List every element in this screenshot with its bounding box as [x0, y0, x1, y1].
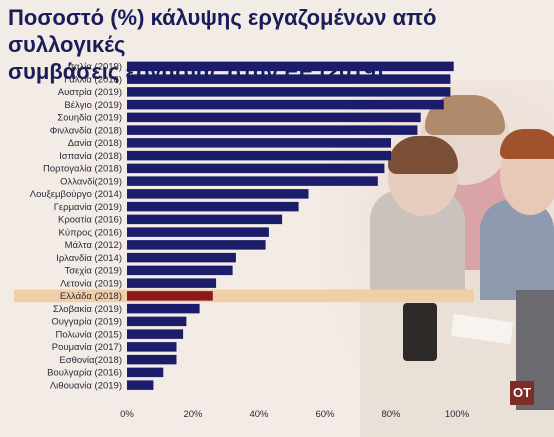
- category-label: Κροατία (2016): [58, 215, 122, 226]
- category-label: Σουηδία (2019): [57, 113, 122, 124]
- category-label: Αυστρία (2019): [58, 87, 122, 98]
- category-label: Σλοβακία (2019): [53, 304, 122, 315]
- bar: [127, 99, 444, 110]
- category-label: Ισπανία (2018): [59, 151, 122, 162]
- category-label: Βουλγαρία (2016): [47, 368, 122, 379]
- category-label: Γαλλία (2018): [64, 74, 122, 85]
- bar: [127, 112, 421, 123]
- category-label: Ρουμανία (2017): [52, 342, 122, 353]
- bar: [127, 214, 283, 225]
- category-label: Τσεχία (2019): [64, 266, 122, 277]
- photo-person-head: [500, 129, 554, 215]
- category-label: Λιθουανία (2019): [50, 380, 122, 391]
- x-tick-label: 20%: [183, 409, 203, 420]
- bar: [127, 176, 378, 186]
- category-label: Πολωνία (2015): [56, 329, 122, 340]
- category-label: Βέλγιο (2019): [64, 100, 122, 111]
- x-tick-label: 60%: [315, 409, 335, 420]
- bar: [127, 291, 213, 301]
- x-tick-label: 0%: [120, 409, 134, 420]
- category-label: Ουγγαρία (2019): [51, 317, 122, 328]
- bar: [127, 265, 233, 276]
- category-label: Ιρλανδία (2014): [56, 253, 122, 264]
- bar: [127, 342, 177, 352]
- bar: [127, 367, 164, 378]
- category-label: Δανία (2018): [68, 138, 122, 149]
- photo-cup: [403, 303, 437, 361]
- bar: [127, 163, 385, 174]
- bar: [127, 380, 154, 390]
- category-label: Γερμανία (2019): [54, 202, 122, 213]
- bar: [127, 240, 266, 250]
- category-label: Εσθονία(2018): [59, 355, 122, 366]
- bar: [127, 61, 454, 72]
- publisher-logo: ΟΤ: [510, 381, 534, 405]
- category-label: Μάλτα (2012): [65, 240, 122, 251]
- bar: [127, 150, 391, 161]
- category-label: Κύπρος (2016): [59, 227, 122, 238]
- x-tick-label: 100%: [445, 409, 470, 420]
- category-label: Ιταλία (2019): [68, 62, 122, 73]
- bar: [127, 138, 391, 148]
- bar: [127, 74, 451, 84]
- bar: [127, 316, 187, 327]
- x-tick-label: 40%: [249, 409, 269, 420]
- bar: [127, 252, 236, 263]
- category-label: Φινλανδία (2018): [50, 125, 122, 136]
- bar: [127, 201, 299, 212]
- category-label: Λετονία (2019): [60, 278, 122, 289]
- category-label: Πορτογαλία (2018): [43, 164, 122, 175]
- bar: [127, 278, 217, 288]
- bar: [127, 125, 418, 135]
- chart-title-line1: Ποσοστό (%) κάλυψης εργαζομένων από συλλ…: [8, 5, 437, 57]
- bar: [127, 329, 184, 339]
- bar: [127, 227, 269, 237]
- photo-person-head: [388, 136, 458, 216]
- category-label: Ολλανδί(2019): [60, 176, 122, 187]
- bar: [127, 354, 177, 365]
- bar: [127, 303, 200, 314]
- category-label: Ελλάδα (2018): [60, 291, 122, 302]
- category-label: Λουξεμβούργο (2014): [30, 189, 122, 200]
- bar: [127, 189, 309, 199]
- x-tick-label: 80%: [381, 409, 401, 420]
- bar: [127, 87, 451, 97]
